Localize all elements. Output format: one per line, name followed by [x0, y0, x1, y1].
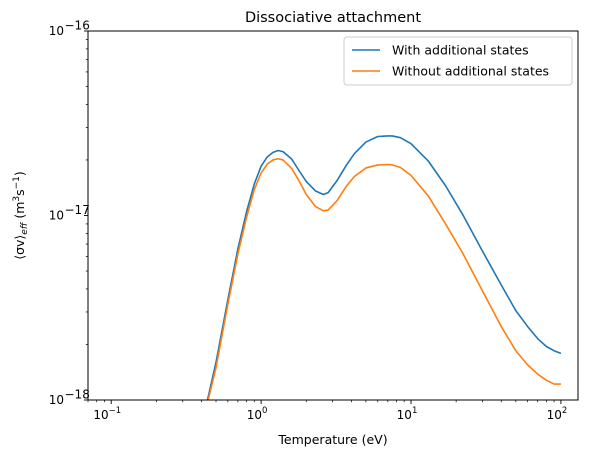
y-tick-exponent: −17 — [65, 203, 90, 217]
y-tick-label: 10 — [49, 24, 64, 38]
y-axis-label: ⟨σv⟩eff (m3s−1) — [12, 171, 30, 260]
y-tick-exponent: −18 — [65, 388, 90, 402]
legend-label-2: Without additional states — [392, 64, 549, 79]
x-tick-label: 101 — [397, 406, 418, 422]
x-axis-label: Temperature (eV) — [277, 432, 387, 447]
legend-box — [343, 36, 573, 86]
series-line-2 — [207, 157, 561, 400]
series-line-1 — [206, 135, 562, 400]
x-axis: 10−1 100 101 102 — [87, 400, 568, 422]
chart-title: Dissociative attachment — [245, 10, 421, 26]
x-tick-label: 10−1 — [93, 406, 121, 422]
legend-label-1: With additional states — [392, 43, 529, 58]
y-tick-label: 10 — [49, 393, 64, 407]
y-tick-label: 10 — [49, 209, 64, 223]
x-tick-label: 102 — [547, 406, 568, 422]
y-tick-exponent: −16 — [65, 19, 90, 33]
x-tick-label: 100 — [247, 406, 268, 422]
legend: With additional states Without additional… — [343, 36, 573, 86]
